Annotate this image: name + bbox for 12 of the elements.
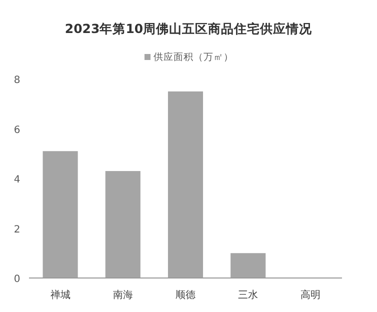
x-tick-label: 禅城: [50, 289, 70, 301]
legend-label: 供应面积（万㎡）: [154, 51, 234, 63]
x-tick-label: 高明: [300, 289, 321, 301]
y-tick-label: 8: [14, 75, 20, 86]
x-tick-label: 三水: [238, 289, 258, 301]
y-tick-label: 6: [14, 124, 20, 136]
y-tick-label: 4: [14, 174, 20, 186]
x-tick-label: 顺德: [176, 290, 196, 301]
y-tick-label: 2: [14, 224, 20, 236]
chart-title: 2023年第10周佛山五区商品住宅供应情况: [64, 21, 314, 36]
x-tick-label: 南海: [112, 289, 133, 301]
y-tick-label: 0: [14, 274, 20, 285]
